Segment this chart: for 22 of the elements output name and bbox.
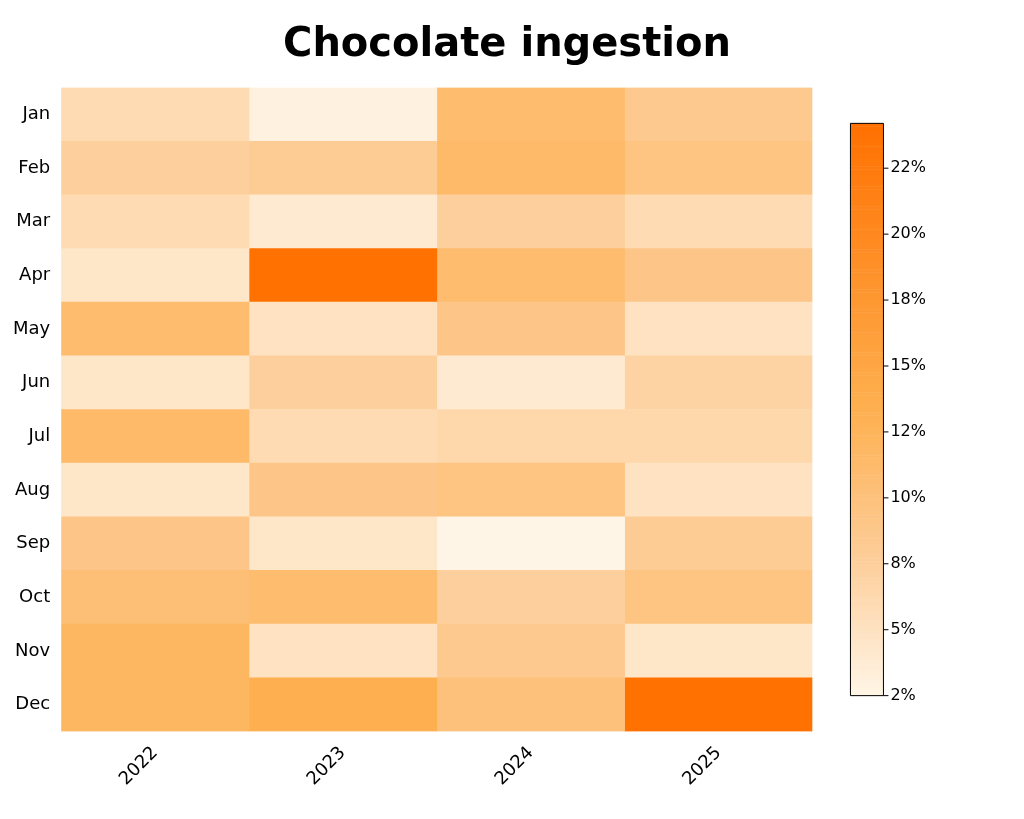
y-tick-label: May [12, 316, 51, 338]
color-bar-label: 2% [890, 684, 916, 704]
color-bar-label: 10% [890, 487, 926, 506]
y-tick-label: Dec [15, 692, 51, 714]
color-bar-label: 12% [890, 421, 926, 441]
y-tick-label: Apr [19, 263, 51, 285]
y-tick-label: Jan [21, 102, 51, 124]
color-bar-label: 22% [890, 157, 926, 177]
color-bar-label: 15% [890, 355, 926, 375]
color-bar-label: 20% [890, 223, 926, 243]
y-tick-label: Jun [21, 370, 51, 392]
y-tick-label: Mar [16, 209, 51, 231]
color-bar-label: 5% [890, 618, 916, 638]
y-tick-label: Feb [18, 155, 51, 177]
y-tick-label: Nov [15, 638, 51, 660]
y-tick-label: Aug [15, 477, 51, 499]
y-tick-label: Oct [19, 584, 51, 606]
y-tick-label: Jul [27, 424, 51, 445]
y-tick-label: Sep [16, 531, 51, 553]
color-bar-label: 18% [890, 289, 926, 309]
color-bar-label: 8% [890, 552, 916, 572]
chart-title: Chocolate ingestion [283, 18, 731, 65]
